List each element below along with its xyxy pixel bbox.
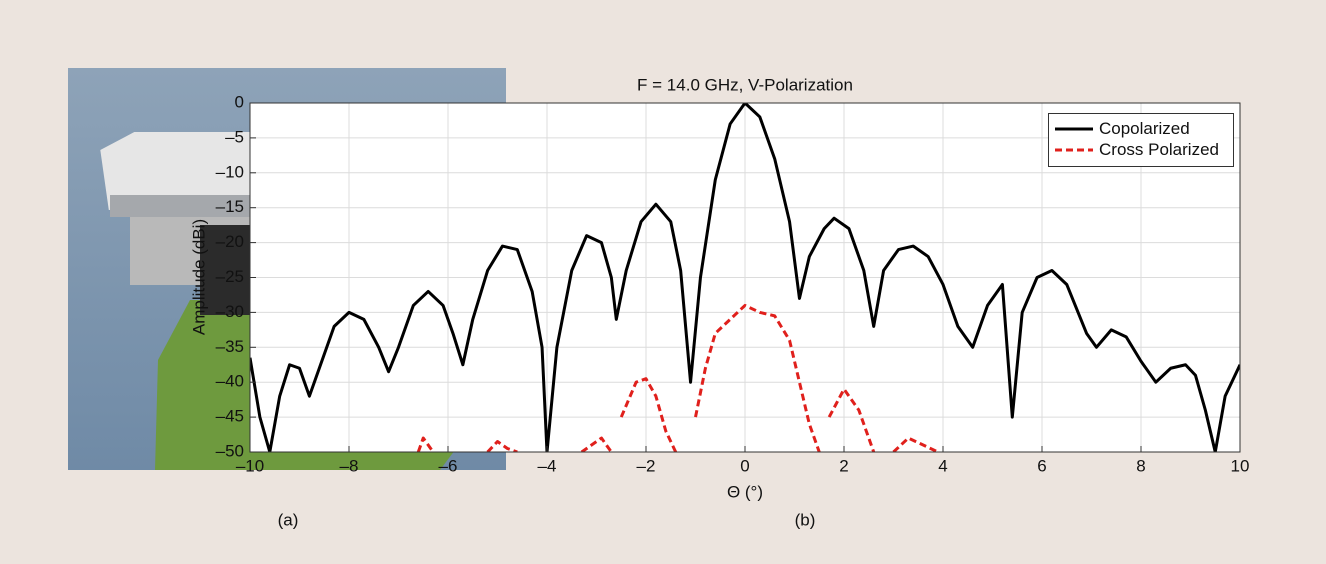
x-axis-label: Θ (°)	[727, 482, 763, 501]
legend: Copolarized Cross Polarized	[1048, 113, 1234, 167]
legend-entry: Cross Polarized	[1049, 139, 1233, 160]
series-line	[416, 303, 939, 452]
legend-swatch	[1055, 127, 1093, 131]
lines	[250, 103, 1240, 452]
x-tick-label: –8	[340, 456, 359, 475]
y-tick-label: –5	[225, 127, 244, 146]
y-tick-label: –50	[216, 441, 244, 460]
caption-a: (a)	[278, 510, 299, 529]
y-tick-label: –15	[216, 197, 244, 216]
y-tick-label: –20	[216, 232, 244, 251]
y-axis-label: Amplitude (dBi)	[189, 219, 208, 335]
x-tick-label: 4	[938, 456, 947, 475]
series-line	[250, 103, 1240, 452]
y-tick-label: 0	[235, 92, 244, 111]
y-tick-label: –10	[216, 162, 244, 181]
x-tick-label: 0	[740, 456, 749, 475]
x-tick-label: –2	[637, 456, 656, 475]
legend-label: Copolarized	[1099, 119, 1190, 138]
caption-b: (b)	[795, 510, 816, 529]
y-tick-label: –30	[216, 302, 244, 321]
chart-title: F = 14.0 GHz, V-Polarization	[637, 75, 853, 94]
x-tick-label: –4	[538, 456, 557, 475]
y-tick-label: –35	[216, 337, 244, 356]
y-tick-label: –45	[216, 407, 244, 426]
x-tick-label: 6	[1037, 456, 1046, 475]
x-tick-label: 2	[839, 456, 848, 475]
x-tick-label: –10	[236, 456, 264, 475]
x-tick-label: –6	[439, 456, 458, 475]
x-tick-label: 8	[1136, 456, 1145, 475]
y-tick-label: –40	[216, 372, 244, 391]
x-tick-label: 10	[1231, 456, 1250, 475]
y-tick-label: –25	[216, 267, 244, 286]
legend-swatch	[1055, 148, 1093, 152]
legend-label: Cross Polarized	[1099, 140, 1219, 159]
legend-entry: Copolarized	[1049, 118, 1233, 139]
